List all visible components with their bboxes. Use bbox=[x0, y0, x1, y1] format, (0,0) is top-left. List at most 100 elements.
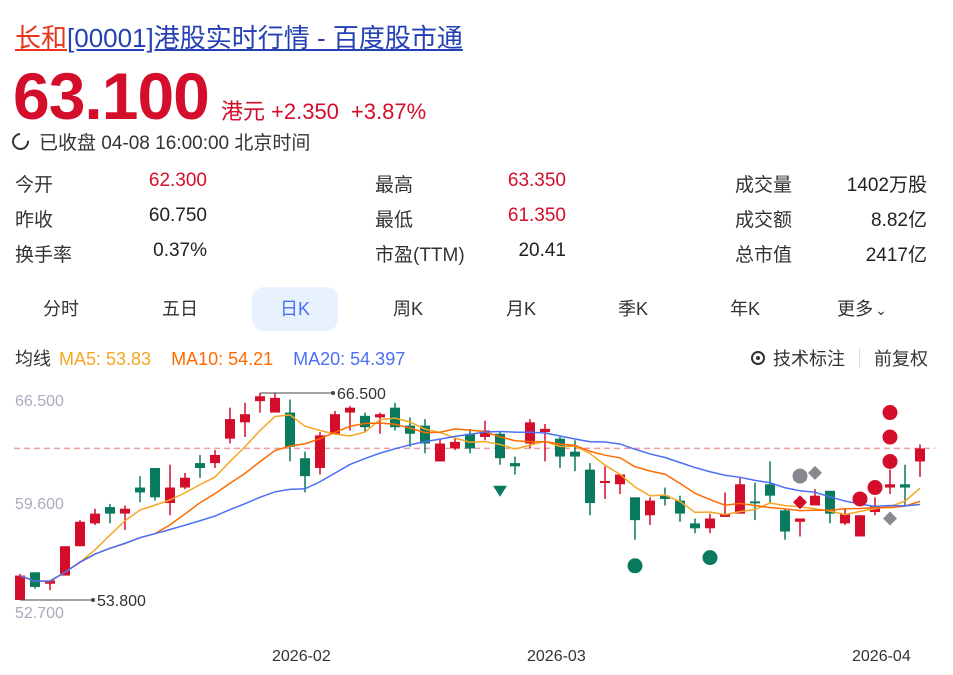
candle-body bbox=[540, 428, 550, 433]
change-amount: +2.350 bbox=[271, 99, 339, 124]
candle-body bbox=[105, 507, 115, 514]
candle bbox=[210, 450, 220, 468]
candle bbox=[600, 466, 610, 499]
ma20-value: MA20: 54.397 bbox=[293, 349, 406, 369]
candle bbox=[645, 497, 655, 526]
candle bbox=[555, 437, 565, 468]
y-tick-label: 52.700 bbox=[15, 605, 64, 622]
adjust-select[interactable]: 前复权 bbox=[874, 349, 928, 369]
candle-body bbox=[630, 497, 640, 521]
candle-body bbox=[735, 484, 745, 514]
candle bbox=[510, 456, 520, 475]
annotate-toggle[interactable]: 技术标注 bbox=[773, 349, 845, 369]
tab-3[interactable]: 周K bbox=[365, 287, 451, 331]
stat-value: 62.300 bbox=[148, 170, 207, 191]
candle-body bbox=[615, 474, 625, 485]
tab-0[interactable]: 分时 bbox=[18, 287, 104, 331]
candle-body bbox=[795, 518, 805, 522]
ma-label: 均线 bbox=[15, 349, 51, 369]
x-tick-label: 2026-02 bbox=[272, 648, 331, 665]
title-link[interactable]: [00001]港股实时行情 - 百度股市通 bbox=[67, 23, 463, 53]
stat-value: 8.82亿 bbox=[871, 210, 927, 231]
candle bbox=[150, 467, 160, 501]
signal-circle-marker bbox=[852, 491, 868, 507]
candle-body bbox=[855, 515, 865, 537]
tab-5[interactable]: 季K bbox=[590, 287, 676, 331]
candle-body bbox=[435, 443, 445, 462]
candle bbox=[105, 503, 115, 524]
stat-value: 0.37% bbox=[153, 240, 207, 261]
ma20-line bbox=[19, 430, 921, 583]
candle-body bbox=[450, 441, 460, 449]
market-status: 已收盘 04-08 16:00:00 北京时间 bbox=[8, 128, 310, 155]
stat-label: 最低 bbox=[375, 210, 414, 231]
candle bbox=[675, 495, 685, 522]
candle bbox=[360, 412, 370, 433]
tab-7[interactable]: 更多 ⌄ bbox=[819, 287, 905, 331]
high-price-label: 66.500 bbox=[337, 386, 386, 403]
low-pointer-dot bbox=[91, 598, 95, 603]
tab-6[interactable]: 年K bbox=[702, 287, 788, 331]
x-tick-label: 2026-04 bbox=[852, 648, 911, 665]
candle-body bbox=[915, 448, 925, 462]
stat-value: 60.750 bbox=[148, 205, 207, 226]
ma5-line bbox=[19, 414, 921, 583]
ma10-value: MA10: 54.21 bbox=[171, 349, 274, 369]
stat-label: 成交额 bbox=[735, 210, 793, 231]
candle bbox=[615, 474, 625, 495]
stat-label: 总市值 bbox=[735, 245, 793, 266]
signal-diamond-marker bbox=[883, 511, 897, 526]
y-tick-label: 59.600 bbox=[15, 496, 64, 513]
tab-label: 分时 bbox=[43, 299, 79, 319]
stat-value: 63.350 bbox=[507, 170, 566, 191]
tab-4[interactable]: 月K bbox=[478, 287, 564, 331]
candle-body bbox=[885, 484, 895, 488]
signal-circle-marker bbox=[882, 453, 898, 469]
candle bbox=[585, 463, 595, 516]
tab-label: 周K bbox=[392, 299, 423, 319]
page-title[interactable]: 长和[00001]港股实时行情 - 百度股市通 bbox=[15, 18, 463, 55]
candle bbox=[195, 454, 205, 478]
candle-body bbox=[780, 510, 790, 532]
candle-body bbox=[150, 467, 160, 498]
candle-body bbox=[600, 481, 610, 484]
tab-2[interactable]: 日K bbox=[252, 287, 338, 331]
signal-circle-marker bbox=[627, 558, 643, 574]
candle-body bbox=[705, 518, 715, 529]
candle-body bbox=[675, 500, 685, 514]
candle bbox=[330, 410, 340, 434]
tab-label: 月K bbox=[505, 299, 536, 319]
candle-body bbox=[135, 487, 145, 493]
candle-body bbox=[120, 508, 130, 514]
y-tick-label: 66.500 bbox=[15, 393, 64, 410]
candle-body bbox=[360, 415, 370, 428]
candle-body bbox=[255, 396, 265, 402]
ma5-value: MA5: 53.83 bbox=[59, 349, 152, 369]
candle bbox=[690, 518, 700, 534]
candle-body bbox=[480, 430, 490, 438]
candle-body bbox=[645, 500, 655, 516]
candle-body bbox=[375, 414, 385, 418]
chevron-down-icon: ⌄ bbox=[875, 302, 887, 318]
candle bbox=[840, 508, 850, 526]
candle bbox=[60, 546, 70, 576]
candle-body bbox=[810, 495, 820, 506]
candle-body bbox=[60, 546, 70, 576]
tab-1[interactable]: 五日 bbox=[137, 287, 223, 331]
candle-body bbox=[345, 407, 355, 413]
candle bbox=[915, 444, 925, 477]
candle bbox=[540, 423, 550, 462]
stock-name-link[interactable]: 长和 bbox=[15, 23, 68, 53]
tab-label: 五日 bbox=[162, 299, 198, 319]
candle bbox=[300, 451, 310, 493]
eye-icon bbox=[751, 351, 765, 365]
candle bbox=[885, 469, 895, 495]
candle bbox=[165, 464, 175, 516]
candle-body bbox=[495, 433, 505, 459]
candle bbox=[630, 497, 640, 540]
stat-label: 最高 bbox=[375, 175, 414, 196]
candle-body bbox=[240, 414, 250, 423]
candle bbox=[120, 505, 130, 530]
ma-legend: 均线 MA5: 53.83 MA10: 54.21 MA20: 54.397 bbox=[15, 345, 425, 371]
